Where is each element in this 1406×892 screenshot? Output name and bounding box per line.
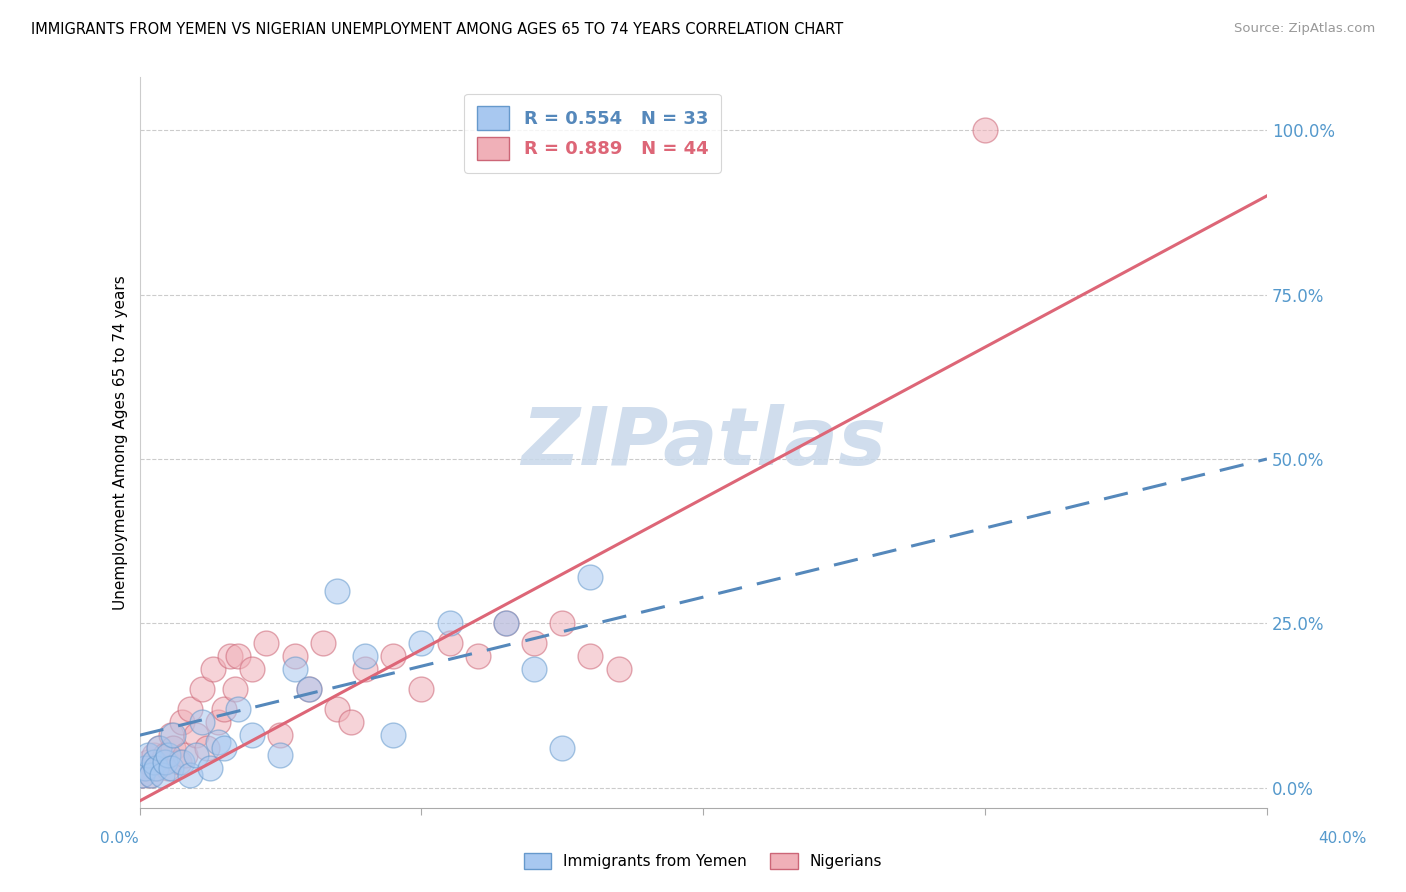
- Text: 40.0%: 40.0%: [1319, 831, 1367, 846]
- Point: [283, 663, 305, 677]
- Text: ZIPatlas: ZIPatlas: [520, 403, 886, 482]
- Point: [134, 761, 156, 775]
- Point: [298, 682, 321, 697]
- Point: [136, 747, 159, 762]
- Point: [240, 663, 263, 677]
- Point: [153, 755, 176, 769]
- Legend: R = 0.554   N = 33, R = 0.889   N = 44: R = 0.554 N = 33, R = 0.889 N = 44: [464, 94, 721, 173]
- Point: [159, 728, 181, 742]
- Point: [195, 741, 218, 756]
- Point: [298, 682, 321, 697]
- Point: [523, 636, 546, 650]
- Point: [162, 728, 184, 742]
- Point: [190, 715, 212, 730]
- Point: [224, 682, 246, 697]
- Point: [495, 616, 517, 631]
- Point: [153, 747, 176, 762]
- Point: [254, 636, 277, 650]
- Point: [467, 649, 489, 664]
- Point: [354, 663, 377, 677]
- Point: [190, 682, 212, 697]
- Point: [607, 663, 630, 677]
- Point: [131, 768, 153, 782]
- Point: [136, 755, 159, 769]
- Point: [162, 741, 184, 756]
- Point: [411, 636, 433, 650]
- Y-axis label: Unemployment Among Ages 65 to 74 years: Unemployment Among Ages 65 to 74 years: [114, 275, 128, 610]
- Text: Source: ZipAtlas.com: Source: ZipAtlas.com: [1234, 22, 1375, 36]
- Point: [159, 761, 181, 775]
- Point: [207, 735, 229, 749]
- Point: [156, 747, 179, 762]
- Point: [212, 741, 235, 756]
- Point: [142, 747, 165, 762]
- Point: [173, 747, 195, 762]
- Point: [340, 715, 363, 730]
- Point: [150, 755, 173, 769]
- Point: [382, 649, 405, 664]
- Point: [156, 761, 179, 775]
- Point: [439, 636, 461, 650]
- Point: [139, 768, 162, 782]
- Point: [974, 123, 997, 137]
- Point: [145, 761, 167, 775]
- Point: [145, 761, 167, 775]
- Point: [579, 649, 602, 664]
- Point: [283, 649, 305, 664]
- Point: [326, 583, 349, 598]
- Point: [326, 702, 349, 716]
- Point: [207, 715, 229, 730]
- Point: [579, 570, 602, 584]
- Point: [170, 715, 193, 730]
- Point: [495, 616, 517, 631]
- Text: IMMIGRANTS FROM YEMEN VS NIGERIAN UNEMPLOYMENT AMONG AGES 65 TO 74 YEARS CORRELA: IMMIGRANTS FROM YEMEN VS NIGERIAN UNEMPL…: [31, 22, 844, 37]
- Point: [240, 728, 263, 742]
- Point: [218, 649, 240, 664]
- Point: [551, 741, 574, 756]
- Point: [148, 741, 170, 756]
- Point: [411, 682, 433, 697]
- Point: [131, 768, 153, 782]
- Point: [354, 649, 377, 664]
- Text: 0.0%: 0.0%: [100, 831, 139, 846]
- Point: [148, 741, 170, 756]
- Point: [184, 728, 207, 742]
- Point: [212, 702, 235, 716]
- Point: [179, 768, 201, 782]
- Point: [312, 636, 335, 650]
- Point: [142, 755, 165, 769]
- Point: [269, 747, 291, 762]
- Point: [134, 761, 156, 775]
- Point: [226, 702, 249, 716]
- Point: [139, 768, 162, 782]
- Point: [184, 747, 207, 762]
- Point: [179, 702, 201, 716]
- Point: [382, 728, 405, 742]
- Point: [201, 663, 224, 677]
- Point: [439, 616, 461, 631]
- Point: [551, 616, 574, 631]
- Point: [198, 761, 221, 775]
- Point: [150, 768, 173, 782]
- Point: [523, 663, 546, 677]
- Legend: Immigrants from Yemen, Nigerians: Immigrants from Yemen, Nigerians: [517, 847, 889, 875]
- Point: [170, 755, 193, 769]
- Point: [226, 649, 249, 664]
- Point: [167, 755, 190, 769]
- Point: [269, 728, 291, 742]
